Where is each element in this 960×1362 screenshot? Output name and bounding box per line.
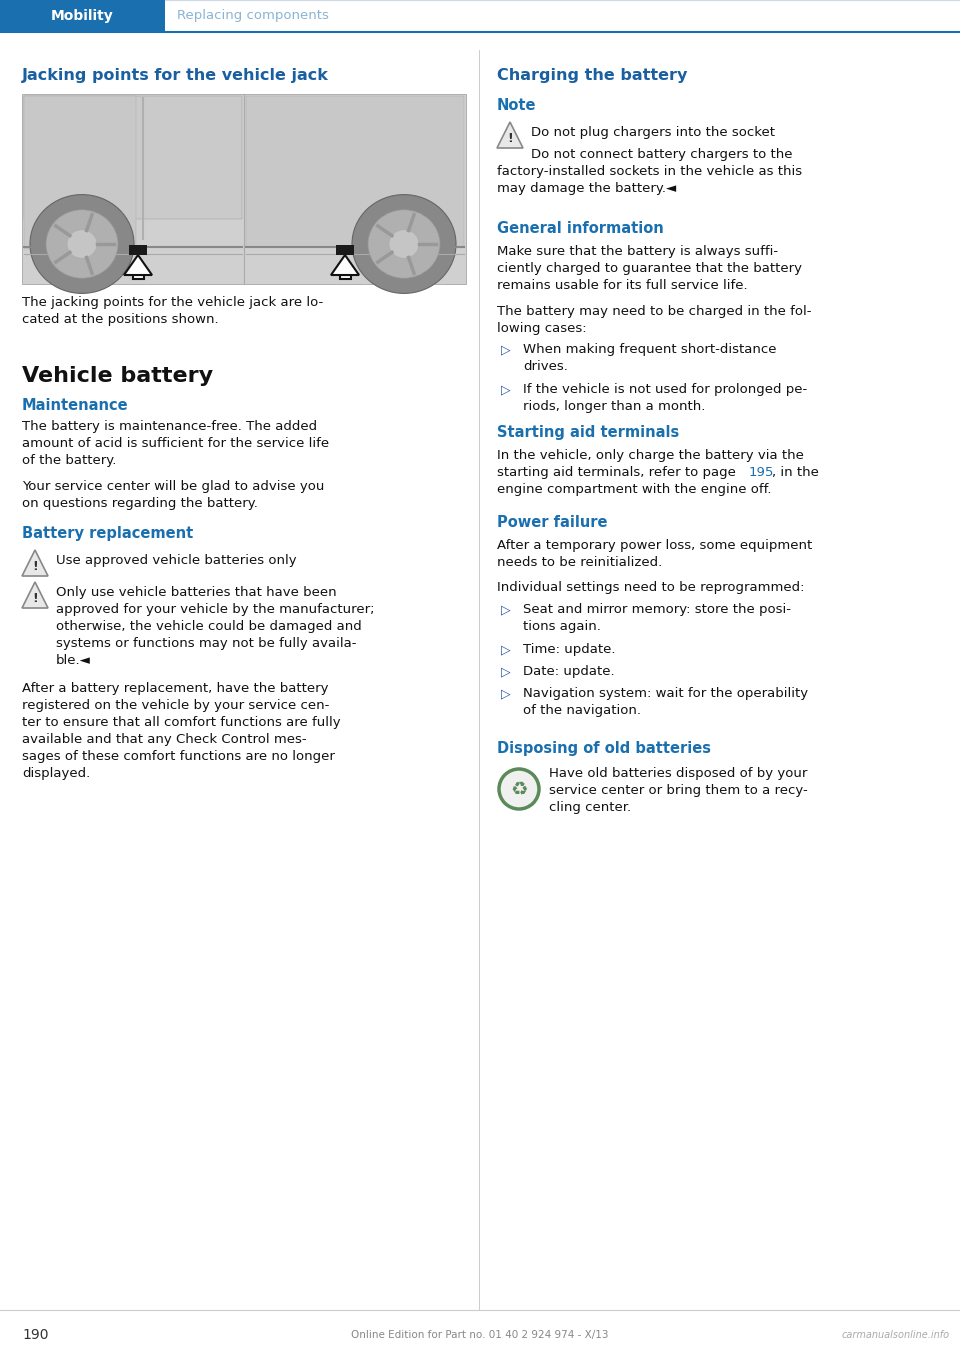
Text: After a battery replacement, have the battery
registered on the vehicle by your : After a battery replacement, have the ba… (22, 682, 341, 780)
Text: Mobility: Mobility (51, 10, 114, 23)
Text: Note: Note (497, 98, 537, 113)
Text: Make sure that the battery is always suffi-
ciently charged to guarantee that th: Make sure that the battery is always suf… (497, 245, 802, 291)
Text: Have old batteries disposed of by your
service center or bring them to a recy-
c: Have old batteries disposed of by your s… (549, 767, 807, 814)
Text: Power failure: Power failure (497, 515, 608, 530)
Text: ▷: ▷ (501, 665, 511, 678)
Text: ▷: ▷ (501, 383, 511, 396)
Text: , in the: , in the (772, 466, 819, 479)
Polygon shape (124, 255, 152, 275)
Ellipse shape (368, 210, 440, 278)
Text: If the vehicle is not used for prolonged pe-
riods, longer than a month.: If the vehicle is not used for prolonged… (523, 383, 807, 413)
Text: General information: General information (497, 221, 663, 236)
Text: Battery replacement: Battery replacement (22, 526, 193, 541)
Polygon shape (22, 550, 48, 576)
Text: ♻: ♻ (511, 779, 528, 798)
Bar (24, 95, 136, 249)
Bar (129, 245, 147, 255)
Text: Seat and mirror memory: store the posi-
tions again.: Seat and mirror memory: store the posi- … (523, 603, 791, 633)
Text: Maintenance: Maintenance (22, 398, 129, 413)
Text: factory-installed sockets in the vehicle as this
may damage the battery.◄: factory-installed sockets in the vehicle… (497, 165, 803, 195)
Text: Do not connect battery chargers to the: Do not connect battery chargers to the (531, 148, 793, 161)
Text: The jacking points for the vehicle jack are lo-
cated at the positions shown.: The jacking points for the vehicle jack … (22, 296, 324, 326)
Text: In the vehicle, only charge the battery via the
starting aid terminals, refer to: In the vehicle, only charge the battery … (497, 449, 804, 479)
Text: ▷: ▷ (501, 643, 511, 656)
Text: Your service center will be glad to advise you
on questions regarding the batter: Your service center will be glad to advi… (22, 479, 324, 509)
Text: The battery may need to be charged in the fol-
lowing cases:: The battery may need to be charged in th… (497, 305, 811, 335)
Text: Use approved vehicle batteries only: Use approved vehicle batteries only (56, 554, 297, 567)
Text: Jacking points for the vehicle jack: Jacking points for the vehicle jack (22, 68, 329, 83)
Ellipse shape (46, 210, 118, 278)
Circle shape (499, 770, 539, 809)
Text: Replacing components: Replacing components (177, 10, 329, 23)
Text: !: ! (32, 560, 37, 572)
Text: Time: update.: Time: update. (523, 643, 615, 656)
Bar (246, 95, 464, 247)
Text: ▷: ▷ (501, 603, 511, 616)
Text: !: ! (32, 591, 37, 605)
Text: !: ! (507, 132, 513, 144)
Text: Do not plug chargers into the socket: Do not plug chargers into the socket (531, 127, 775, 139)
Text: carmanualsonline.info: carmanualsonline.info (842, 1331, 950, 1340)
Polygon shape (22, 582, 48, 607)
Text: Navigation system: wait for the operability
of the navigation.: Navigation system: wait for the operabil… (523, 686, 808, 716)
Text: Charging the battery: Charging the battery (497, 68, 687, 83)
Polygon shape (497, 123, 523, 148)
Text: Starting aid terminals: Starting aid terminals (497, 425, 680, 440)
Text: engine compartment with the engine off.: engine compartment with the engine off. (497, 484, 772, 496)
Text: 190: 190 (22, 1328, 49, 1342)
Ellipse shape (67, 230, 97, 259)
Text: Date: update.: Date: update. (523, 665, 614, 678)
Bar (340, 275, 350, 279)
Ellipse shape (389, 230, 419, 259)
Text: ▷: ▷ (501, 686, 511, 700)
Polygon shape (331, 255, 359, 275)
Bar (132, 275, 143, 279)
Text: After a temporary power loss, some equipment
needs to be reinitialized.: After a temporary power loss, some equip… (497, 539, 812, 569)
Ellipse shape (30, 195, 134, 293)
Bar (336, 245, 354, 255)
Text: Only use vehicle batteries that have been
approved for your vehicle by the manuf: Only use vehicle batteries that have bee… (56, 586, 374, 667)
Bar (22, 94, 466, 285)
Bar (0, 0, 165, 31)
Text: Disposing of old batteries: Disposing of old batteries (497, 741, 711, 756)
Bar (24, 95, 242, 219)
Text: ▷: ▷ (501, 343, 511, 355)
Text: Vehicle battery: Vehicle battery (22, 366, 213, 385)
Ellipse shape (352, 195, 456, 293)
Text: Individual settings need to be reprogrammed:: Individual settings need to be reprogram… (497, 582, 804, 594)
Text: The battery is maintenance-free. The added
amount of acid is sufficient for the : The battery is maintenance-free. The add… (22, 419, 329, 467)
Text: Online Edition for Part no. 01 40 2 924 974 - X/13: Online Edition for Part no. 01 40 2 924 … (351, 1331, 609, 1340)
Text: 195: 195 (749, 466, 775, 479)
Text: When making frequent short-distance
drives.: When making frequent short-distance driv… (523, 343, 777, 373)
